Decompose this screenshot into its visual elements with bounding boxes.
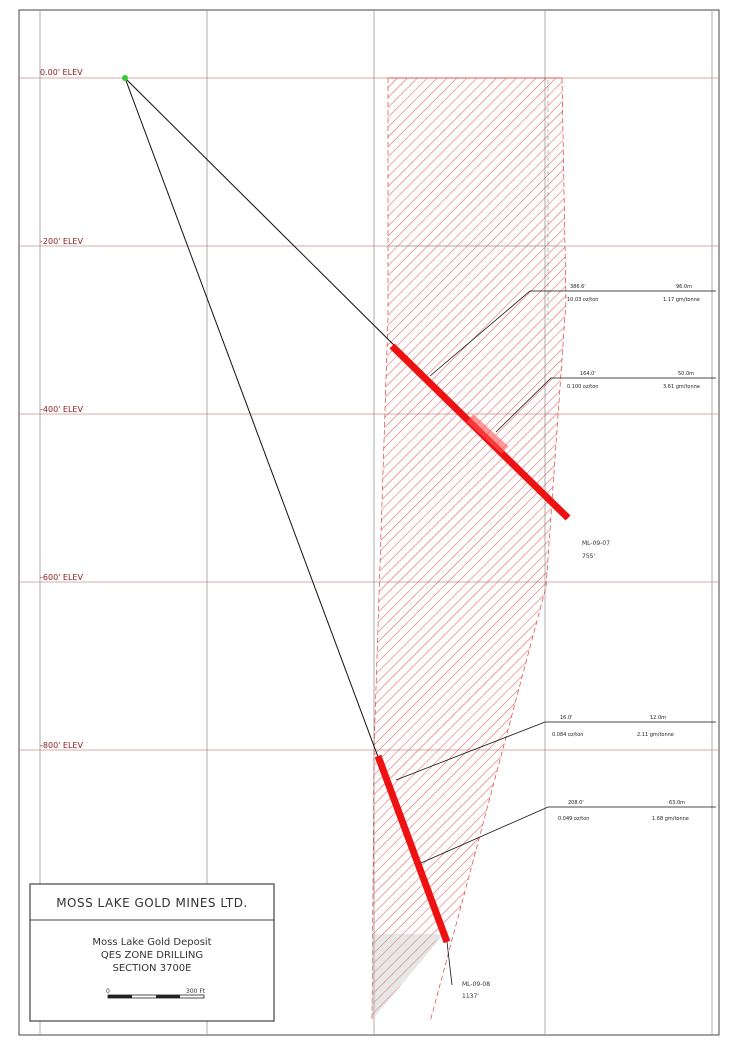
callout-3-depth: 16.0': [560, 715, 573, 721]
callout-3-ozton: 0.084 oz/ton: [552, 732, 583, 738]
callout-4-gmt: 1.68 gm/tonne: [652, 816, 689, 822]
callout-4-ozton: 0.049 oz/ton: [558, 816, 589, 822]
section-name: SECTION 3700E: [112, 963, 191, 974]
intercept-ml-09-08: [374, 754, 451, 944]
scale-bar-start: 0: [106, 988, 110, 995]
drill-trace-ml-09-08-tail: [446, 941, 453, 986]
drawing-border: [18, 9, 720, 1036]
leader-line-1: [429, 290, 716, 377]
elevation-labels: 0.00' ELEV -200' ELEV -400' ELEV -600' E…: [40, 68, 83, 750]
hole-length-ml-09-07: 755': [582, 553, 595, 560]
scale-bar-seg-2: [156, 995, 180, 998]
callout-4: 208.0' 63.0m 0.049 oz/ton 1.68 gm/tonne: [420, 800, 716, 864]
zone-name: QES ZONE DRILLING: [101, 950, 203, 961]
callout-2-depth: 164.0': [580, 371, 596, 377]
callout-1-ozton: 10.03 oz/ton: [567, 297, 598, 303]
grid-horizontal: [19, 77, 719, 751]
elevation-label-200: -200' ELEV: [40, 237, 83, 246]
callout-2: 164.0' 50.0m 0.100 oz/ton 3.61 gm/tonne: [495, 371, 716, 433]
zone-west-contact: [371, 78, 389, 1023]
leader-line-2: [495, 377, 716, 433]
hole-id-ml-09-07: ML-09-07: [582, 540, 610, 547]
callout-3-gmt: 2.11 gm/tonne: [637, 732, 674, 738]
elevation-label-400: -400' ELEV: [40, 405, 83, 414]
callout-2-length: 50.0m: [678, 371, 694, 377]
callout-4-length: 63.0m: [669, 800, 685, 806]
scale-bar-seg-1: [108, 995, 132, 998]
callout-1: 386.6' 96.0m 10.03 oz/ton 1.17 gm/tonne: [429, 284, 716, 377]
zone-grey-wedge: [372, 934, 444, 1020]
callout-1-length: 96.0m: [676, 284, 692, 290]
callout-4-depth: 208.0': [568, 800, 584, 806]
zone-east-contact: [429, 77, 567, 1023]
leader-line-4: [420, 806, 716, 864]
mineralized-zone: [372, 78, 566, 1022]
callout-3-length: 12.0m: [650, 715, 666, 721]
elevation-label-800: -800' ELEV: [40, 741, 83, 750]
scale-bar-end: 300 Ft: [186, 988, 206, 995]
callout-3: 16.0' 12.0m 0.084 oz/ton 2.11 gm/tonne: [395, 715, 716, 781]
scale-bar: 0 300 Ft: [106, 988, 206, 999]
company-name: MOSS LAKE GOLD MINES LTD.: [56, 896, 248, 910]
elevation-label-600: -600' ELEV: [40, 573, 83, 582]
callout-1-gmt: 1.17 gm/tonne: [663, 297, 700, 303]
callout-1-depth: 386.6': [570, 284, 586, 290]
intercept-ml-09-07-core: [466, 414, 509, 454]
collar-marker: [122, 75, 128, 81]
hole-label-ml-09-07: ML-09-07 755': [582, 540, 610, 560]
callout-2-ozton: 0.100 oz/ton: [567, 384, 598, 390]
callout-2-gmt: 3.61 gm/tonne: [663, 384, 700, 390]
elevation-label-0: 0.00' ELEV: [40, 68, 83, 77]
hole-id-ml-09-08: ML-09-08: [462, 981, 490, 988]
leader-line-3: [395, 721, 716, 781]
hole-length-ml-09-08: 1137': [462, 993, 479, 1000]
project-name: Moss Lake Gold Deposit: [92, 937, 211, 948]
title-block: MOSS LAKE GOLD MINES LTD. Moss Lake Gold…: [29, 883, 275, 1022]
hole-label-ml-09-08: ML-09-08 1137': [462, 981, 490, 1000]
